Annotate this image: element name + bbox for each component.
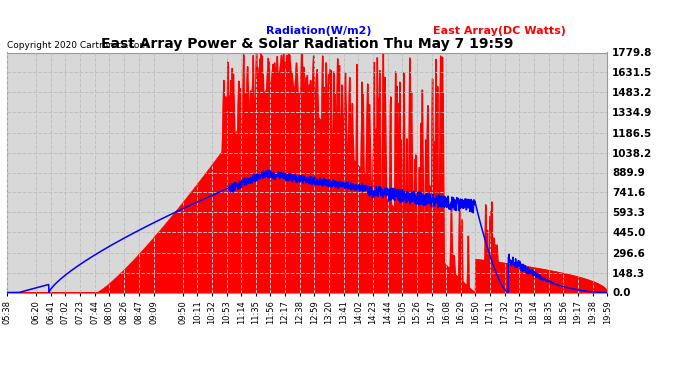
Title: East Array Power & Solar Radiation Thu May 7 19:59: East Array Power & Solar Radiation Thu M… [101,38,513,51]
Text: East Array(DC Watts): East Array(DC Watts) [433,26,566,36]
Text: Radiation(W/m2): Radiation(W/m2) [266,26,372,36]
Text: Copyright 2020 Cartronics.com: Copyright 2020 Cartronics.com [7,41,148,50]
